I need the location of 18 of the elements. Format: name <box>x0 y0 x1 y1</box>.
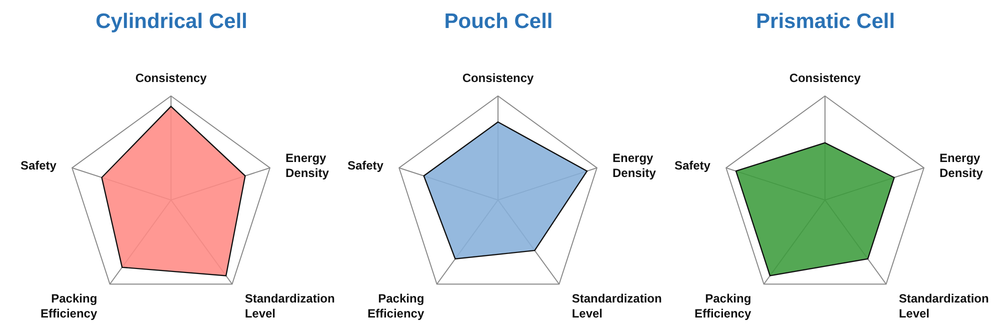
spoke-label: Packing Efficiency <box>40 292 98 321</box>
chart-title: Pouch Cell <box>443 9 554 35</box>
spoke-label: Safety <box>20 158 57 172</box>
spoke-label: Standardization Level <box>572 292 662 321</box>
chart-title: Cylindrical Cell <box>94 9 248 35</box>
spoke-label: Energy Density <box>286 150 330 180</box>
spoke-label: Standardization Level <box>244 292 335 321</box>
spoke-label: Standardization Level <box>898 292 989 321</box>
spoke-label: Energy Density <box>940 150 984 180</box>
spoke-label: Safety <box>674 158 711 172</box>
spoke-label: Safety <box>347 158 384 172</box>
chart-title: Prismatic Cell <box>755 9 896 35</box>
spoke-label: Consistency <box>789 71 861 85</box>
spoke-label: Packing Efficiency <box>367 292 424 321</box>
spoke-label: Energy Density <box>612 150 656 180</box>
spoke-label: Packing Efficiency <box>694 292 752 321</box>
spoke-label: Consistency <box>462 71 534 85</box>
spoke-label: Consistency <box>135 71 207 85</box>
